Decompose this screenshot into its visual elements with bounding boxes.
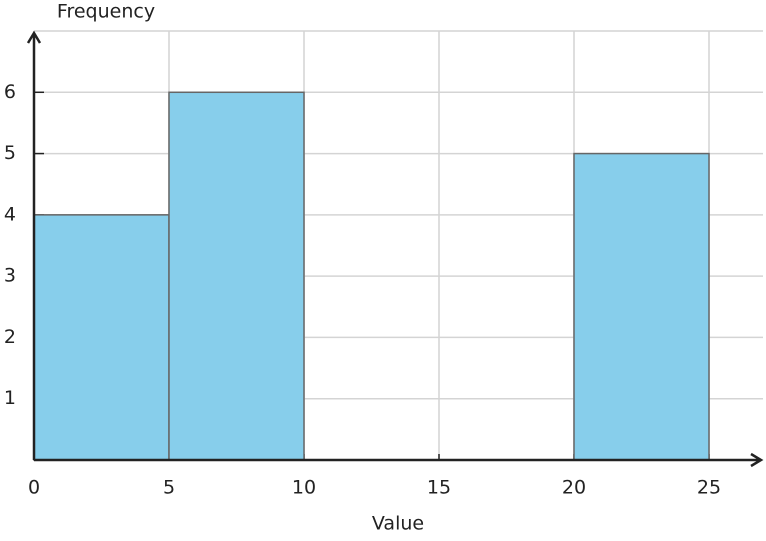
- x-tick-label: 0: [28, 477, 40, 499]
- y-tick-label: 6: [4, 81, 16, 103]
- y-axis-label: Frequency: [57, 1, 155, 23]
- x-tick-label: 25: [697, 477, 721, 499]
- x-axis: [34, 452, 764, 468]
- bar: [33, 214, 170, 461]
- y-axis: [26, 30, 42, 460]
- y-tick-label: 4: [4, 203, 16, 225]
- y-tick-label: 1: [4, 387, 16, 409]
- y-tick-label: 5: [4, 142, 16, 164]
- x-axis-label: Value: [372, 513, 424, 535]
- x-tick-label: 10: [292, 477, 316, 499]
- y-tick-label: 2: [4, 326, 16, 348]
- x-tick-label: 20: [562, 477, 586, 499]
- x-tick-label: 15: [427, 477, 451, 499]
- bar: [168, 91, 305, 461]
- bar: [573, 152, 710, 461]
- x-tick-label: 5: [163, 477, 175, 499]
- y-tick-label: 3: [4, 265, 16, 287]
